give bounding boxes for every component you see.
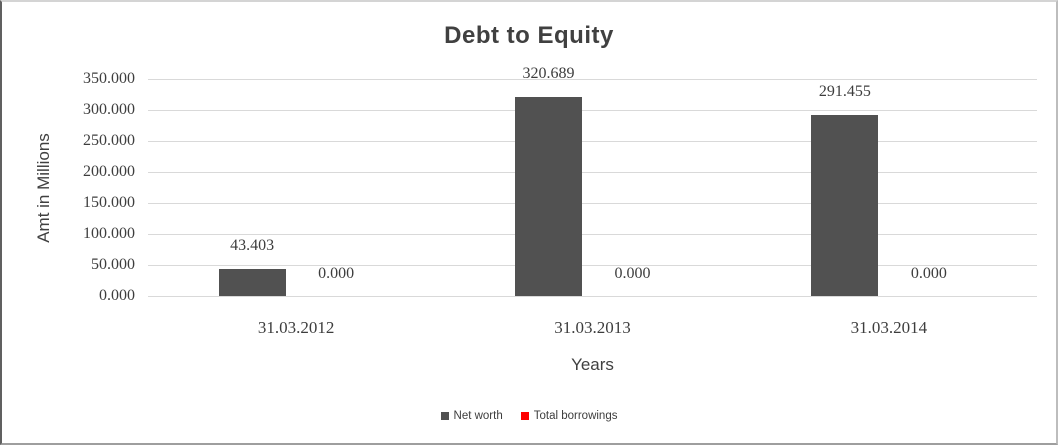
gridline xyxy=(148,172,1037,173)
net-worth-data-label: 320.689 xyxy=(522,65,575,82)
legend: Net worth Total borrowings xyxy=(2,410,1056,422)
chart-title: Debt to Equity xyxy=(444,22,614,49)
gridline xyxy=(148,265,1037,266)
legend-item: Net worth xyxy=(440,410,503,422)
legend-item: Total borrowings xyxy=(520,410,618,422)
total-borrowings-data-label: 0.000 xyxy=(318,265,355,282)
gridline xyxy=(148,296,1037,297)
y-tick-label: 150.000 xyxy=(83,194,135,211)
total-borrowings-data-label: 0.000 xyxy=(910,265,947,282)
y-tick-label: 200.000 xyxy=(83,163,135,180)
y-tick-label: 0.000 xyxy=(99,287,135,304)
legend-label: Total borrowings xyxy=(533,410,618,422)
bar-net-worth xyxy=(219,269,286,296)
legend-swatch-icon xyxy=(440,412,449,420)
y-tick-label: 50.000 xyxy=(91,256,135,273)
legend-label: Net worth xyxy=(453,410,503,422)
y-tick-label: 300.000 xyxy=(83,101,135,118)
y-tick-label: 100.000 xyxy=(83,225,135,242)
bar-net-worth xyxy=(811,115,878,296)
bar-net-worth xyxy=(515,97,582,296)
gridline xyxy=(148,234,1037,235)
plot-area: 43.403 0.000 320.689 0.000 291.455 0.000 xyxy=(148,65,1037,297)
gridline xyxy=(148,203,1037,204)
x-category-label: 31.03.2012 xyxy=(257,318,335,337)
gridline xyxy=(148,79,1037,80)
legend-swatch-icon xyxy=(520,412,529,420)
x-category-label: 31.03.2014 xyxy=(850,318,928,337)
x-axis-title: Years xyxy=(571,355,614,374)
y-tick-label: 250.000 xyxy=(83,132,135,149)
gridline xyxy=(148,110,1037,111)
total-borrowings-data-label: 0.000 xyxy=(614,265,651,282)
x-category-label: 31.03.2013 xyxy=(554,318,631,337)
gridline xyxy=(148,141,1037,142)
y-tick-label: 350.000 xyxy=(83,70,135,87)
net-worth-data-label: 43.403 xyxy=(230,237,275,254)
net-worth-data-label: 291.455 xyxy=(818,83,871,100)
